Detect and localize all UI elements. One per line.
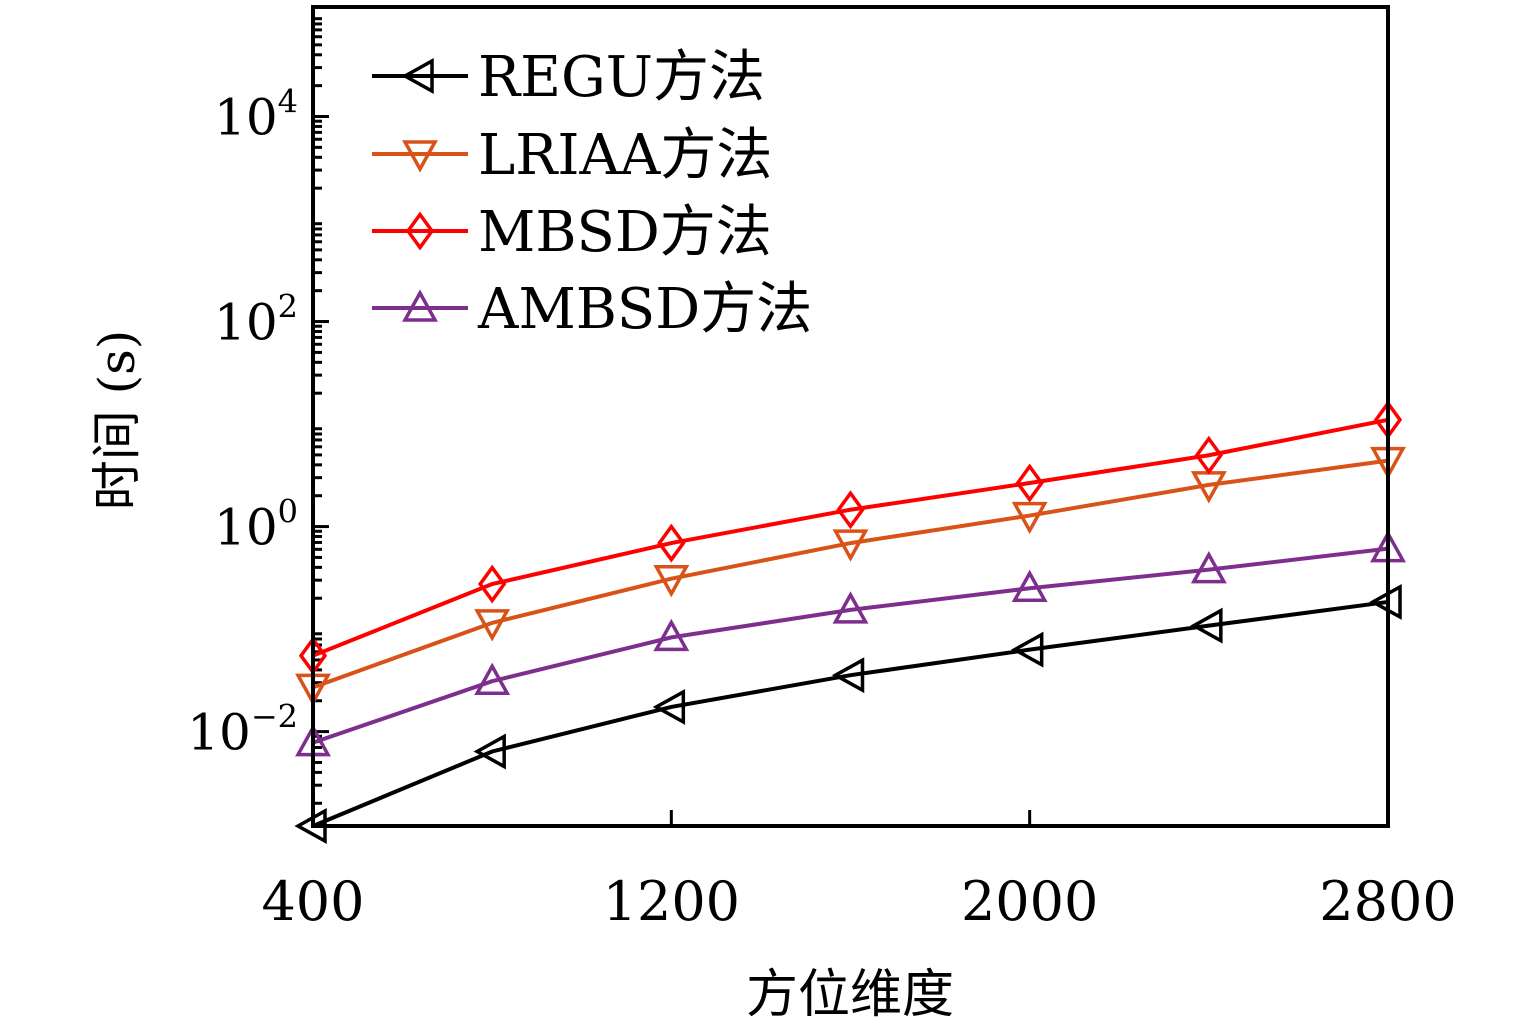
- data-point-marker: [1011, 569, 1048, 603]
- data-point-marker: [1011, 501, 1048, 535]
- y-tick-base: 10: [187, 704, 251, 762]
- series-layer: [294, 400, 1406, 844]
- legend: REGU方法 LRIAA方法 MBSD方法 AMBSD方法: [372, 45, 812, 342]
- x-tick-label: 400: [261, 870, 364, 933]
- y-tick-label: 102: [214, 288, 298, 352]
- data-point-marker: [653, 564, 690, 598]
- series-line: [312, 458, 1389, 690]
- series-line: [312, 417, 1389, 658]
- data-point-marker: [474, 662, 511, 695]
- legend-item: REGU方法: [372, 45, 765, 110]
- data-point-marker: [653, 618, 690, 652]
- legend-label: REGU方法: [478, 45, 765, 110]
- legend-label: LRIAA方法: [478, 123, 772, 188]
- data-point-marker: [1190, 551, 1227, 584]
- series-line: [312, 599, 1389, 828]
- legend-label: AMBSD方法: [477, 277, 812, 342]
- data-point-marker: [652, 688, 686, 725]
- y-axis-label: 时间 (s): [88, 330, 146, 511]
- data-point-marker: [478, 564, 507, 604]
- x-tick-label: 1200: [603, 870, 740, 933]
- legend-marker-icon: [402, 140, 438, 173]
- y-tick-label: 100: [214, 493, 298, 557]
- y-tick-label: 10−2: [187, 698, 298, 762]
- data-point-marker: [836, 490, 865, 530]
- y-tick-base: 10: [214, 294, 278, 352]
- y-tick-exponent: −2: [251, 698, 298, 736]
- data-point-marker: [657, 523, 686, 563]
- data-point-marker: [473, 733, 506, 770]
- data-point-marker: [831, 657, 865, 694]
- series-REGU方法: [294, 583, 1402, 844]
- x-tick-label: 2000: [961, 870, 1098, 933]
- legend-item: AMBSD方法: [372, 277, 812, 342]
- y-tick-base: 10: [214, 89, 278, 147]
- legend-item: LRIAA方法: [372, 123, 772, 188]
- data-point-marker: [1011, 631, 1044, 668]
- series-AMBSD方法: [295, 529, 1406, 757]
- legend-marker-icon: [405, 211, 435, 251]
- y-tick-exponent: 0: [278, 493, 298, 531]
- data-point-marker: [1015, 463, 1044, 503]
- data-point-marker: [832, 591, 869, 624]
- y-tick-exponent: 4: [278, 83, 298, 121]
- series-LRIAA方法: [295, 446, 1406, 706]
- x-tick-labels: 400 1200 2000 2800: [261, 870, 1456, 933]
- legend-label: MBSD方法: [478, 200, 772, 265]
- data-point-marker: [1190, 607, 1223, 644]
- y-tick-base: 10: [214, 499, 278, 557]
- series-MBSD方法: [298, 400, 1403, 676]
- data-point-marker: [474, 609, 511, 642]
- plot-frame: [311, 5, 1390, 828]
- y-tick-label: 104: [214, 83, 298, 147]
- data-point-marker: [832, 529, 869, 562]
- axis-ticks: [311, 115, 1390, 826]
- series-line: [312, 546, 1389, 745]
- legend-marker-icon: [402, 289, 438, 322]
- x-axis-label: 方位维度: [746, 965, 954, 1025]
- x-tick-label: 2800: [1319, 870, 1456, 933]
- y-tick-exponent: 2: [278, 288, 298, 326]
- data-point-marker: [1194, 435, 1223, 475]
- legend-item: MBSD方法: [372, 200, 772, 265]
- legend-marker-icon: [401, 58, 434, 94]
